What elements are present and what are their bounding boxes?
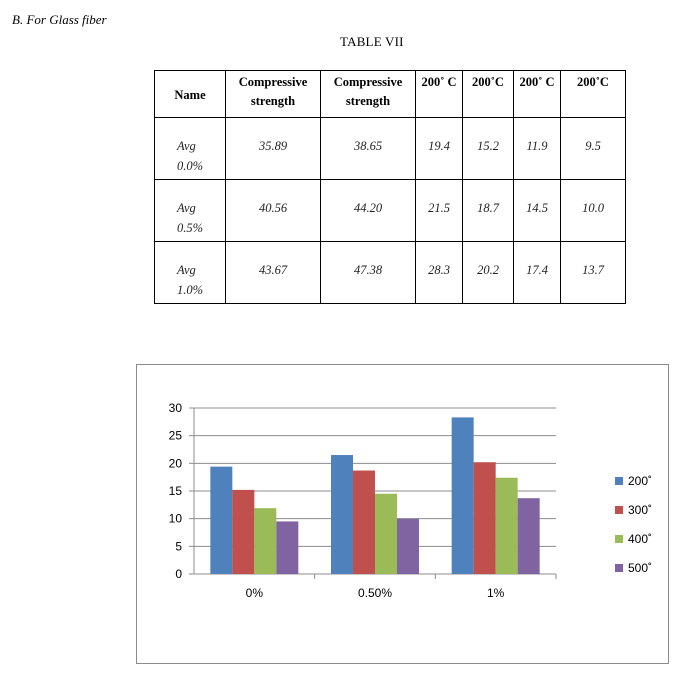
section-heading: B. For Glass fiber (12, 12, 107, 27)
table-row: Avg 1.0% 43.67 47.38 28.3 20.2 17.4 13.7 (154, 241, 626, 304)
row-label: Avg 1.0% (154, 241, 226, 304)
bar (375, 493, 397, 574)
bar (210, 466, 233, 574)
table-cell: 18.7 (462, 179, 514, 242)
bar (473, 462, 496, 574)
y-tick-label: 30 (169, 401, 183, 415)
table-cell: 40.56 (225, 179, 321, 242)
bar (517, 498, 540, 574)
table-cell: 9.5 (560, 117, 626, 180)
legend-label: 400˚ (628, 531, 653, 546)
header-temp-4: 200˚C (560, 70, 626, 118)
legend-swatch (615, 505, 623, 514)
table-cell: 38.65 (320, 117, 416, 180)
table-cell: 47.38 (320, 241, 416, 304)
table-cell: 44.20 (320, 179, 416, 242)
legend-swatch (615, 534, 623, 543)
x-tick-label: 1% (487, 586, 505, 600)
bar (353, 470, 375, 574)
header-temp-2: 200˚C (462, 70, 514, 118)
legend-item: 200˚ (615, 466, 652, 495)
y-tick-label: 5 (175, 539, 182, 553)
table-cell: 11.9 (513, 117, 561, 180)
legend-label: 500˚ (628, 560, 653, 575)
bar (254, 508, 277, 574)
y-tick-label: 20 (169, 456, 183, 470)
table-cell: 43.67 (225, 241, 321, 304)
bar (276, 521, 299, 574)
row-label: Avg 0.5% (154, 179, 226, 242)
chart-legend: 200˚ 300˚ 400˚ 500˚ (615, 466, 652, 582)
legend-label: 300˚ (628, 502, 653, 517)
y-tick-label: 15 (169, 484, 183, 498)
bar (397, 518, 419, 574)
table-cell: 35.89 (225, 117, 321, 180)
bar (451, 417, 474, 574)
x-tick-label: 0.50% (358, 586, 392, 600)
y-tick-label: 25 (169, 429, 183, 443)
table-cell: 13.7 (560, 241, 626, 304)
table-cell: 10.0 (560, 179, 626, 242)
chart-frame (136, 364, 669, 664)
table-cell: 14.5 (513, 179, 561, 242)
header-temp-1: 200˚ C (415, 70, 463, 118)
table-caption: TABLE VII (340, 34, 404, 49)
y-tick-label: 0 (175, 567, 182, 581)
bar (331, 455, 353, 574)
legend-item: 300˚ (615, 495, 652, 524)
table-cell: 19.4 (415, 117, 463, 180)
results-table: Name Compressive strength Compressive st… (154, 70, 626, 304)
header-temp-3: 200˚ C (513, 70, 561, 118)
x-tick-label: 0% (246, 586, 264, 600)
header-name: Name (154, 70, 226, 118)
legend-swatch (615, 476, 623, 485)
table-cell: 15.2 (462, 117, 514, 180)
bar (232, 489, 255, 574)
table-header-row: Name Compressive strength Compressive st… (154, 70, 626, 118)
legend-label: 200˚ (628, 473, 653, 488)
legend-item: 400˚ (615, 524, 652, 553)
y-tick-label: 10 (169, 512, 183, 526)
table-cell: 28.3 (415, 241, 463, 304)
bar (495, 477, 518, 574)
table-row: Avg 0.5% 40.56 44.20 21.5 18.7 14.5 10.0 (154, 179, 626, 242)
legend-item: 500˚ (615, 553, 652, 582)
table-row: Avg 0.0% 35.89 38.65 19.4 15.2 11.9 9.5 (154, 117, 626, 180)
legend-swatch (615, 563, 623, 572)
